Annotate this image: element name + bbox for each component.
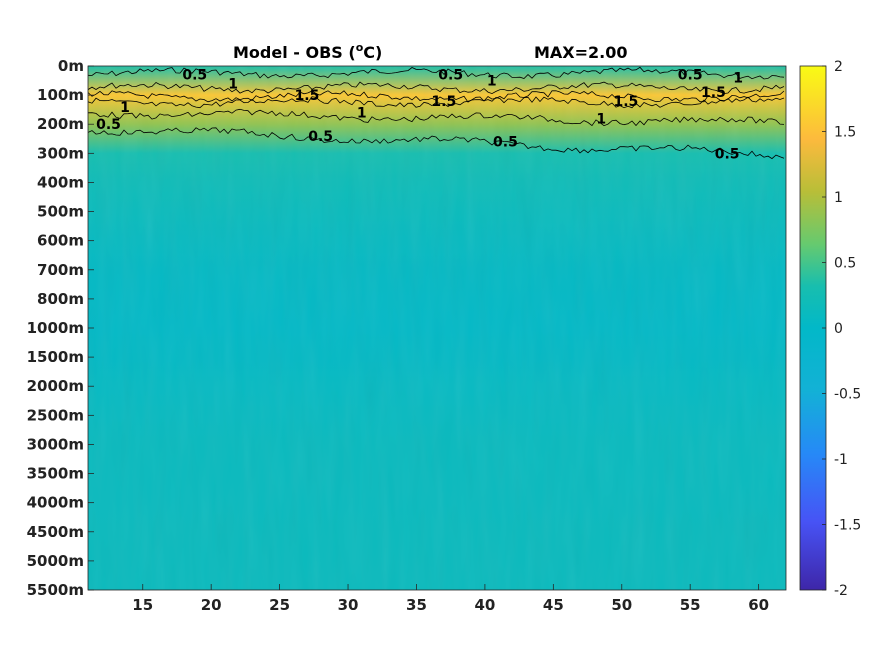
y-tick-label: 2500m	[27, 406, 84, 424]
y-tick-label: 800m	[37, 290, 84, 308]
x-tick-label: 45	[543, 596, 564, 614]
contour-label: 1	[120, 100, 130, 116]
contour-label: 1	[733, 71, 743, 87]
contour-line-1	[88, 81, 785, 95]
y-tick-label: 300m	[37, 144, 84, 162]
x-tick-label: 25	[269, 596, 290, 614]
contour-line-1	[88, 108, 785, 127]
heatmap-texture	[88, 66, 786, 590]
contour-label: 0.5	[715, 146, 740, 162]
colorbar-tick-label: 2	[834, 59, 843, 75]
y-tick-label: 400m	[37, 173, 84, 191]
contour-label: 0.5	[182, 68, 207, 84]
contour-label: 1	[357, 106, 367, 122]
colorbar-ticks: 2 1.5 1 0.5 0 -0.5 -1 -1.5 -2	[822, 59, 861, 599]
x-tick-label: 55	[680, 596, 701, 614]
colorbar-tick-label: 0.5	[834, 256, 856, 272]
contour-label: 1.5	[701, 85, 726, 101]
contour-label: 0.5	[493, 135, 518, 151]
contour-label: 0.5	[308, 129, 333, 145]
colorbar-tick-label: 1	[834, 190, 843, 206]
x-axis: 15 20 25 30 35 40 45 50 55 60	[132, 584, 769, 614]
y-tick-label: 600m	[37, 232, 84, 250]
contour-label: 1.5	[295, 88, 320, 104]
max-annotation: MAX=2.00	[534, 43, 628, 62]
contour-label: 1	[228, 76, 238, 92]
contour-line-0.5	[88, 66, 785, 80]
contour-lines	[88, 66, 785, 160]
contour-line-0.5	[88, 127, 785, 160]
colorbar-tick-label: 1.5	[834, 125, 856, 141]
colorbar-tick-label: -0.5	[834, 387, 861, 403]
y-tick-label: 700m	[37, 261, 84, 279]
y-tick-label: 4500m	[27, 523, 84, 541]
x-tick-label: 50	[611, 596, 632, 614]
y-tick-label: 1000m	[27, 319, 84, 337]
colorbar-tick-label: 0	[834, 321, 843, 337]
x-tick-label: 40	[474, 596, 495, 614]
y-tick-label: 5500m	[27, 581, 84, 599]
contour-line-1.5	[88, 90, 785, 103]
colorbar-tick-label: -1	[834, 452, 848, 468]
y-tick-label: 3500m	[27, 465, 84, 483]
contour-label: 0.5	[438, 68, 463, 84]
chart-title: Model - OBS (oC)	[233, 41, 382, 62]
x-tick-label: 60	[748, 596, 769, 614]
colorbar	[799, 65, 827, 591]
contour-label: 1.5	[613, 94, 638, 110]
y-tick-label: 0m	[58, 57, 84, 75]
y-axis: 0m 100m 200m 300m 400m 500m 600m 700m 800m 1000m 1…	[27, 57, 94, 599]
contour-label: 0.5	[96, 117, 121, 133]
x-tick-label: 35	[406, 596, 427, 614]
y-tick-label: 5000m	[27, 552, 84, 570]
y-tick-label: 200m	[37, 115, 84, 133]
contour-label: 1	[596, 111, 606, 127]
y-tick-label: 3000m	[27, 435, 84, 453]
contour-label: 0.5	[678, 68, 703, 84]
y-tick-label: 100m	[37, 86, 84, 104]
y-tick-label: 500m	[37, 203, 84, 221]
y-tick-label: 2000m	[27, 377, 84, 395]
x-tick-label: 30	[338, 596, 359, 614]
colorbar-tick-label: -1.5	[834, 518, 861, 534]
colorbar-tick-label: -2	[834, 583, 848, 599]
y-tick-label: 1500m	[27, 348, 84, 366]
x-tick-label: 20	[201, 596, 222, 614]
y-tick-label: 4000m	[27, 494, 84, 512]
x-tick-label: 15	[132, 596, 153, 614]
contour-label: 1.5	[431, 94, 456, 110]
contour-label: 1	[487, 74, 497, 90]
contour-line-1.5	[88, 96, 785, 109]
